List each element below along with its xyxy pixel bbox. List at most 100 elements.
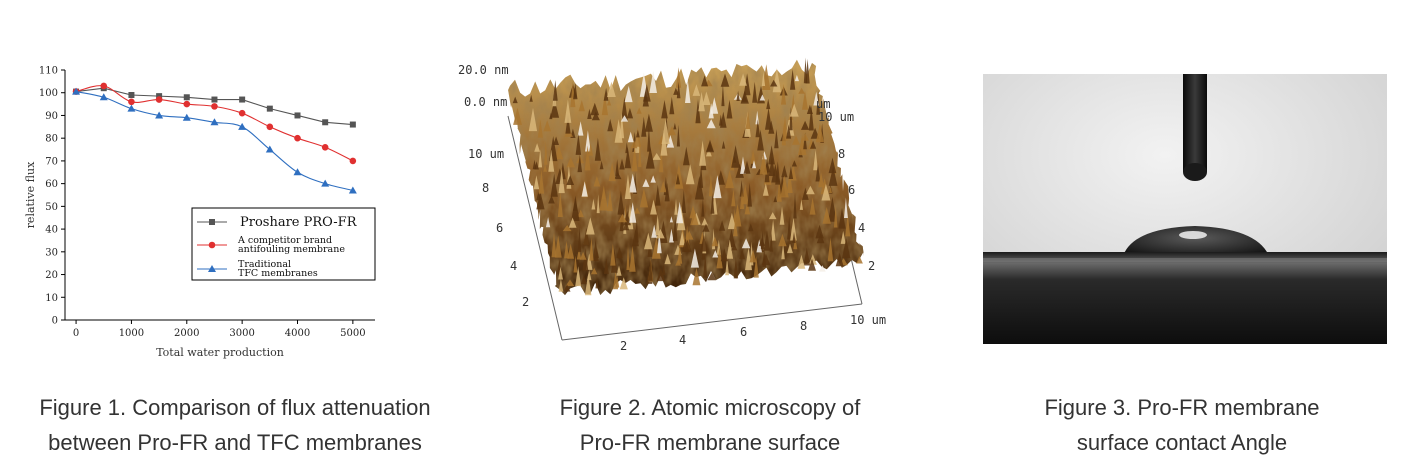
surface-peak <box>735 163 744 178</box>
surface-peak <box>537 119 543 138</box>
afm-z-top-label: 20.0 nm <box>458 63 509 77</box>
surface-peak <box>568 217 577 228</box>
data-point <box>349 121 356 128</box>
surface-peak <box>736 90 740 101</box>
surface-peak <box>624 85 633 103</box>
legend-marker <box>208 241 216 249</box>
surface-peak <box>554 145 564 160</box>
surface-peak <box>636 107 642 114</box>
data-point <box>155 111 164 119</box>
data-point <box>211 96 218 103</box>
surface-peak <box>636 129 640 138</box>
data-point <box>321 179 330 187</box>
surface-peak <box>764 157 770 183</box>
surface-peak <box>513 107 522 125</box>
figure-2-panel: 20.0 nm 0.0 nm 10 um 8 6 4 2 2 4 6 8 10 um um 10 … <box>450 0 970 455</box>
surface-peak <box>629 245 636 272</box>
figure-2-caption-line-1: Figure 2. Atomic microscopy of <box>559 395 861 420</box>
surface-peak <box>672 215 678 241</box>
afm-left-axis-ticks: 10 um 8 6 4 2 <box>468 147 529 309</box>
surface-peak <box>528 107 538 132</box>
surface-peak <box>676 81 681 99</box>
surface-peak <box>650 199 657 215</box>
surface-peak <box>743 160 751 174</box>
surface-peak <box>562 225 572 232</box>
data-point <box>265 145 274 153</box>
surface-peak <box>780 175 789 198</box>
series-1 <box>72 82 357 165</box>
surface-peak <box>731 189 736 207</box>
surface-peak <box>543 120 552 132</box>
surface-peak <box>740 190 745 209</box>
surface-peak <box>673 122 677 130</box>
surface-peak <box>769 231 773 252</box>
y-tick-label: 90 <box>45 111 58 122</box>
afm-right-tick-label: um <box>816 97 830 111</box>
data-point <box>238 122 247 130</box>
surface-peak <box>793 237 798 250</box>
surface-peak <box>655 184 661 206</box>
legend-marker <box>208 265 216 272</box>
surface-peak <box>822 207 831 224</box>
surface-peak <box>645 146 655 169</box>
surface-peak <box>808 105 814 131</box>
surface-peak <box>792 231 796 243</box>
surface-peak <box>590 102 600 116</box>
surface-peak <box>828 196 837 222</box>
surface-peak <box>759 94 766 101</box>
surface-peak <box>664 182 670 202</box>
surface-peak <box>625 142 629 154</box>
surface-peak <box>664 253 671 265</box>
surface-peak <box>813 149 818 171</box>
surface-peak <box>538 149 543 168</box>
surface-peak <box>840 230 846 244</box>
surface-peak <box>588 143 593 156</box>
surface-peak <box>599 160 604 170</box>
surface-peak <box>550 99 560 118</box>
surface-peak <box>647 125 651 152</box>
chart-axes: 0 10 20 30 40 50 60 70 80 90 100 110 0 1000 2000 3000 40… <box>24 66 375 359</box>
surface-peak <box>553 136 559 145</box>
surface-peak <box>558 266 563 280</box>
surface-peak <box>739 73 747 86</box>
surface-peak <box>716 247 723 269</box>
surface-peak <box>781 84 787 105</box>
surface-peak <box>699 140 707 166</box>
surface-peak <box>781 123 786 146</box>
surface-peak <box>752 81 758 103</box>
surface-peak <box>802 187 809 200</box>
surface-peak <box>695 99 701 124</box>
x-axis-label: Total water production <box>156 346 284 359</box>
data-point <box>266 105 273 112</box>
afm-front-axis-ticks: 2 4 6 8 10 um <box>620 313 886 353</box>
surface-peak <box>701 197 705 217</box>
surface-peak <box>711 236 719 247</box>
surface-peak <box>558 168 565 194</box>
figure-1-caption-line-1: Figure 1. Comparison of flux attenuation <box>39 395 431 420</box>
surface-peak <box>577 154 583 173</box>
surface-peak <box>585 130 591 152</box>
surface-peak <box>655 214 660 235</box>
data-point <box>128 92 135 98</box>
surface-peak <box>624 147 631 169</box>
afm-left-tick-label: 4 <box>510 259 517 273</box>
surface-peak <box>628 173 637 193</box>
surface-peak <box>607 81 616 97</box>
afm-front-tick-label: 10 um <box>850 313 886 327</box>
figure-1-caption-line-2: between Pro-FR and TFC membranes <box>48 430 422 455</box>
y-tick-label: 10 <box>45 293 58 304</box>
surface-peak <box>856 256 863 264</box>
surface-peak <box>580 275 587 285</box>
surface-peak <box>558 278 564 292</box>
surface-peak <box>753 255 759 278</box>
surface-peak <box>701 218 708 226</box>
surface-peak <box>512 96 518 104</box>
surface-peak <box>816 233 825 244</box>
data-point <box>294 112 301 119</box>
surface-peak <box>803 132 807 150</box>
surface-peak <box>618 213 627 223</box>
data-point <box>322 119 329 126</box>
y-tick-label: 40 <box>45 225 58 236</box>
surface-peak <box>752 160 757 169</box>
